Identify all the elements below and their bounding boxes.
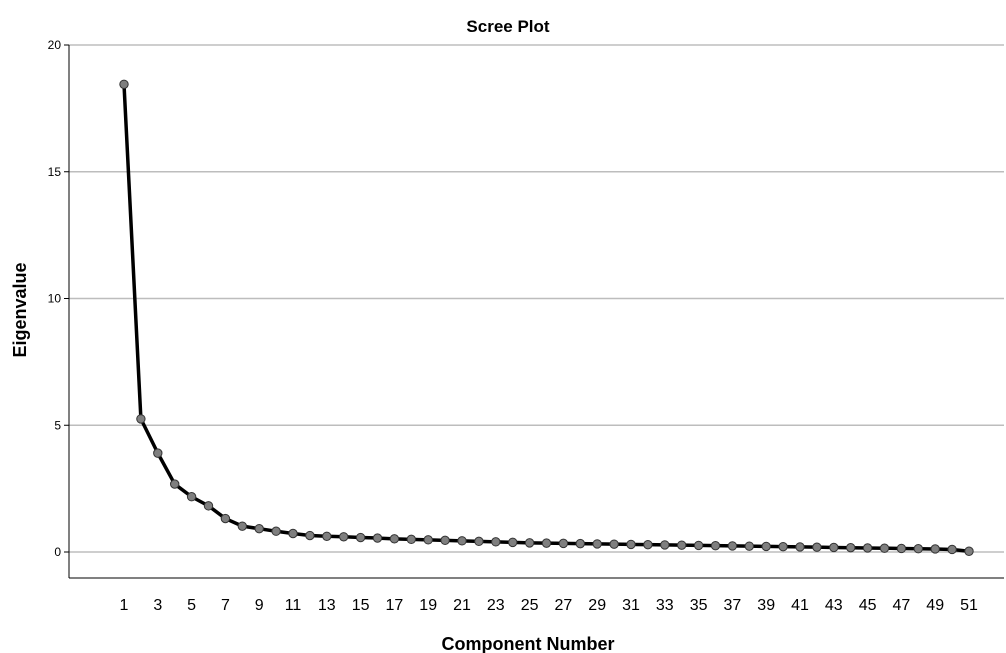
- data-point-component-10: [271, 526, 281, 536]
- data-point-component-38: [744, 541, 754, 551]
- x-tick-label-43: 43: [825, 597, 843, 614]
- data-point-component-45: [862, 543, 873, 553]
- x-tick-label-17: 17: [386, 597, 404, 614]
- data-point-component-22: [474, 536, 484, 547]
- data-point-component-9: [254, 523, 264, 534]
- data-points: [119, 79, 974, 556]
- data-point-component-49: [930, 544, 940, 554]
- y-tick-label-10: 10: [48, 292, 62, 306]
- data-point-component-29: [592, 539, 602, 549]
- data-point-component-39: [761, 541, 771, 552]
- data-point-component-48: [913, 544, 923, 554]
- x-tick-label-23: 23: [487, 597, 505, 614]
- eigenvalue-line: [122, 84, 970, 553]
- x-tick-label-29: 29: [588, 597, 606, 614]
- data-point-component-7: [220, 513, 231, 524]
- axes: [68, 45, 1004, 579]
- data-point-component-32: [643, 539, 653, 550]
- data-point-component-5: [186, 492, 197, 502]
- data-point-component-21: [457, 536, 467, 546]
- data-point-component-27: [558, 538, 569, 549]
- x-tick-label-21: 21: [453, 597, 471, 614]
- data-point-component-43: [829, 542, 839, 553]
- data-point-component-46: [879, 543, 890, 553]
- data-point-component-28: [575, 538, 585, 549]
- data-point-component-4: [170, 479, 180, 489]
- data-point-component-42: [812, 542, 822, 552]
- y-axis-ticks: 0 5 10 15 20: [48, 38, 69, 559]
- data-point-component-30: [609, 539, 619, 549]
- data-point-component-19: [423, 535, 433, 545]
- grid-lines: [69, 44, 1004, 553]
- data-point-component-1: [119, 79, 129, 89]
- data-point-component-16: [372, 533, 383, 543]
- x-tick-label-35: 35: [690, 597, 708, 614]
- data-point-component-23: [491, 537, 501, 547]
- y-tick-label-15: 15: [48, 165, 62, 179]
- x-axis-label: Component Number: [442, 634, 615, 653]
- data-point-component-26: [541, 538, 552, 548]
- data-point-component-40: [778, 541, 788, 552]
- data-point-component-6: [203, 501, 214, 511]
- data-point-component-11: [288, 528, 298, 539]
- data-point-component-17: [389, 534, 400, 544]
- data-point-component-24: [508, 537, 518, 548]
- data-point-component-34: [677, 540, 687, 550]
- data-point-component-20: [440, 535, 450, 546]
- x-tick-label-7: 7: [221, 597, 230, 614]
- data-point-component-41: [795, 542, 805, 552]
- x-tick-label-19: 19: [419, 597, 437, 614]
- data-point-component-44: [846, 542, 856, 553]
- data-point-component-8: [237, 521, 248, 531]
- data-point-component-36: [710, 540, 721, 551]
- x-tick-label-51: 51: [960, 597, 978, 614]
- data-point-component-51: [964, 546, 974, 556]
- data-point-component-14: [339, 532, 349, 542]
- x-tick-label-11: 11: [285, 597, 302, 614]
- data-point-component-13: [322, 531, 332, 541]
- data-point-component-12: [305, 530, 315, 541]
- x-tick-label-49: 49: [926, 597, 944, 614]
- data-point-component-33: [660, 540, 670, 550]
- x-tick-label-1: 1: [120, 597, 129, 614]
- x-tick-label-47: 47: [893, 597, 911, 614]
- data-point-component-47: [896, 543, 907, 554]
- x-tick-label-45: 45: [859, 597, 877, 614]
- y-tick-label-20: 20: [48, 38, 62, 52]
- data-point-component-25: [524, 538, 535, 548]
- x-axis-ticks: 1 3 5 7 9 11 13 15 17 19 21 23 25 27 29 31 33 35 37 39 41 43 4…: [120, 597, 978, 614]
- x-tick-label-33: 33: [656, 597, 674, 614]
- data-point-component-3: [153, 448, 163, 458]
- data-point-component-37: [727, 541, 738, 551]
- data-point-component-50: [947, 544, 957, 555]
- x-tick-label-9: 9: [255, 597, 264, 614]
- chart-title: Scree Plot: [466, 17, 549, 36]
- x-tick-label-41: 41: [791, 597, 809, 614]
- x-tick-label-31: 31: [622, 597, 640, 614]
- x-tick-label-39: 39: [757, 597, 775, 614]
- y-tick-label-0: 0: [54, 545, 61, 559]
- x-tick-label-27: 27: [555, 597, 573, 614]
- data-point-component-18: [406, 534, 416, 545]
- data-point-component-2: [136, 414, 146, 424]
- data-point-component-31: [626, 539, 636, 550]
- x-tick-label-37: 37: [724, 597, 742, 614]
- data-point-component-35: [693, 540, 704, 551]
- x-tick-label-15: 15: [352, 597, 370, 614]
- x-tick-label-5: 5: [187, 597, 196, 614]
- x-tick-label-13: 13: [318, 597, 336, 614]
- y-axis-label: Eigenvalue: [10, 262, 30, 357]
- y-tick-label-5: 5: [54, 418, 61, 432]
- data-point-component-15: [355, 532, 366, 543]
- x-tick-label-25: 25: [521, 597, 539, 614]
- x-tick-label-3: 3: [153, 597, 162, 614]
